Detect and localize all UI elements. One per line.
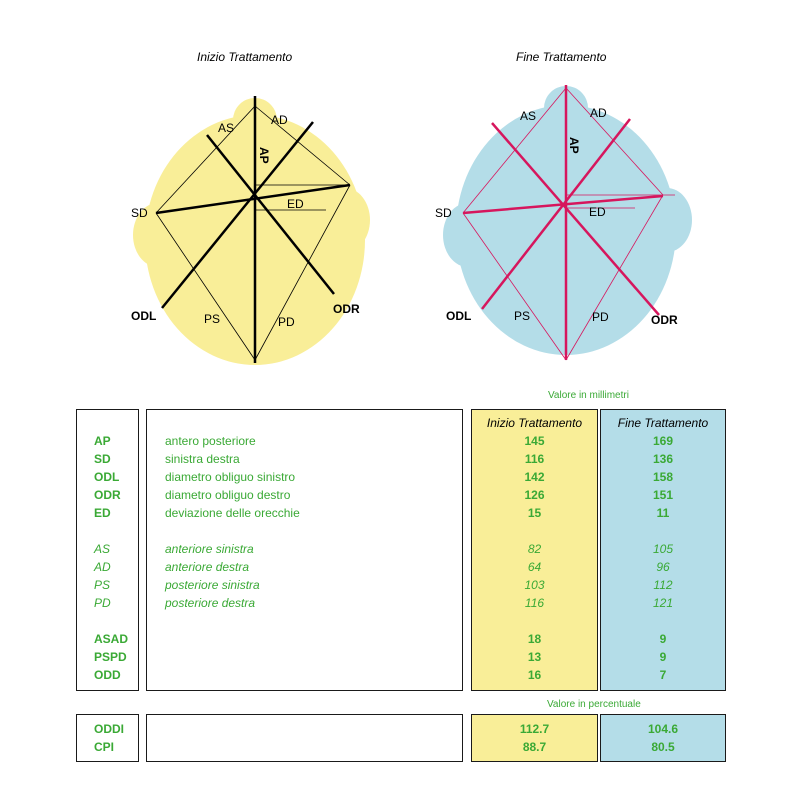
row-start-value: 15 (527, 506, 542, 520)
row-desc: antero posteriore (165, 434, 256, 448)
row-code: ODL (94, 470, 120, 484)
start-thick-lines (155, 96, 351, 363)
row-code: AS (94, 542, 111, 556)
row-desc: diametro obliguo destro (165, 488, 291, 502)
codes-column-box (76, 409, 139, 691)
end-label-odl: ODL (446, 309, 471, 323)
start-label-sd: SD (131, 206, 148, 220)
end-head-diagram: AS AD AP SD ED ODL ODR PS PD (435, 85, 692, 361)
description-column-box (146, 409, 463, 691)
row-start-value: 116 (524, 596, 545, 610)
row-end-value: 158 (652, 470, 674, 484)
end-label-ed: ED (589, 205, 606, 219)
row-code: ASAD (94, 632, 129, 646)
start-label-ed: ED (287, 197, 304, 211)
table-header-start: Inizio Trattamento (486, 416, 583, 430)
start-label-as: AS (218, 121, 234, 135)
row-desc: anteriore sinistra (165, 542, 254, 556)
row-code: CPI (94, 740, 115, 754)
row-start-value: 126 (524, 488, 545, 502)
row-end-value: 136 (652, 452, 674, 466)
row-code: ODDI (94, 722, 124, 736)
row-end-value: 112 (653, 578, 673, 592)
row-start-value: 18 (527, 632, 542, 646)
start-label-ap: AP (257, 147, 271, 164)
row-start-value: 13 (527, 650, 542, 664)
row-end-value: 9 (659, 650, 667, 664)
start-label-ps: PS (204, 312, 220, 326)
row-code: PSPD (94, 650, 127, 664)
row-end-value: 104.6 (647, 722, 679, 736)
end-label-ps: PS (514, 309, 530, 323)
row-end-value: 121 (652, 596, 674, 610)
table-header-end: Fine Trattamento (617, 416, 709, 430)
row-desc: sinistra destra (165, 452, 240, 466)
row-start-value: 82 (527, 542, 542, 556)
start-thin-lines (155, 105, 351, 361)
row-code: PD (94, 596, 111, 610)
row-end-value: 11 (656, 506, 670, 520)
row-desc: diametro obliguo sinistro (165, 470, 296, 484)
end-thick-lines (462, 85, 664, 360)
row-desc: anteriore destra (165, 560, 250, 574)
row-end-value: 151 (652, 488, 674, 502)
row-end-value: 169 (652, 434, 674, 448)
row-desc: posteriore destra (165, 596, 256, 610)
start-label-ad: AD (271, 113, 288, 127)
end-label-sd: SD (435, 206, 452, 220)
end-label-odr: ODR (651, 313, 678, 327)
start-label-pd: PD (278, 315, 295, 329)
row-end-value: 96 (656, 560, 670, 574)
pct-end-box (600, 714, 726, 762)
caption-percentage: Valore in percentuale (547, 699, 641, 710)
end-label-ap: AP (567, 137, 581, 154)
row-code: AP (94, 434, 111, 448)
end-label-pd: PD (592, 310, 609, 324)
end-column-box (600, 409, 726, 691)
row-code: ODD (94, 668, 121, 682)
row-start-value: 142 (524, 470, 545, 484)
row-start-value: 88.7 (522, 740, 547, 754)
row-desc: deviazione delle orecchie (165, 506, 300, 520)
end-thin-lines (462, 87, 675, 361)
row-desc: posteriore sinistra (165, 578, 260, 592)
end-label-ad: AD (590, 106, 607, 120)
row-start-value: 145 (524, 434, 545, 448)
row-start-value: 103 (524, 578, 545, 592)
pct-description-box (146, 714, 463, 762)
row-code: PS (94, 578, 111, 592)
start-column-box (471, 409, 598, 691)
start-label-odr: ODR (333, 302, 360, 316)
row-code: AD (94, 560, 111, 574)
pct-codes-box (76, 714, 139, 762)
end-label-as: AS (520, 109, 536, 123)
caption-millimeters: Valore in millimetri (548, 390, 629, 401)
row-start-value: 16 (527, 668, 542, 682)
start-diagram-title: Inizio Trattamento (197, 50, 293, 64)
start-head-diagram: AS AD AP SD ED ODL ODR PS PD (131, 96, 370, 365)
row-end-value: 9 (659, 632, 667, 646)
pct-start-box (471, 714, 598, 762)
start-label-odl: ODL (131, 309, 156, 323)
end-diagram-title: Fine Trattamento (516, 50, 607, 64)
row-code: ODR (94, 488, 121, 502)
row-code: ED (94, 506, 111, 520)
row-end-value: 80.5 (651, 740, 675, 754)
row-end-value: 7 (659, 668, 667, 682)
row-start-value: 64 (527, 560, 542, 574)
row-start-value: 116 (524, 452, 545, 466)
row-code: SD (94, 452, 111, 466)
row-start-value: 112.7 (519, 722, 550, 736)
row-end-value: 105 (652, 542, 674, 556)
